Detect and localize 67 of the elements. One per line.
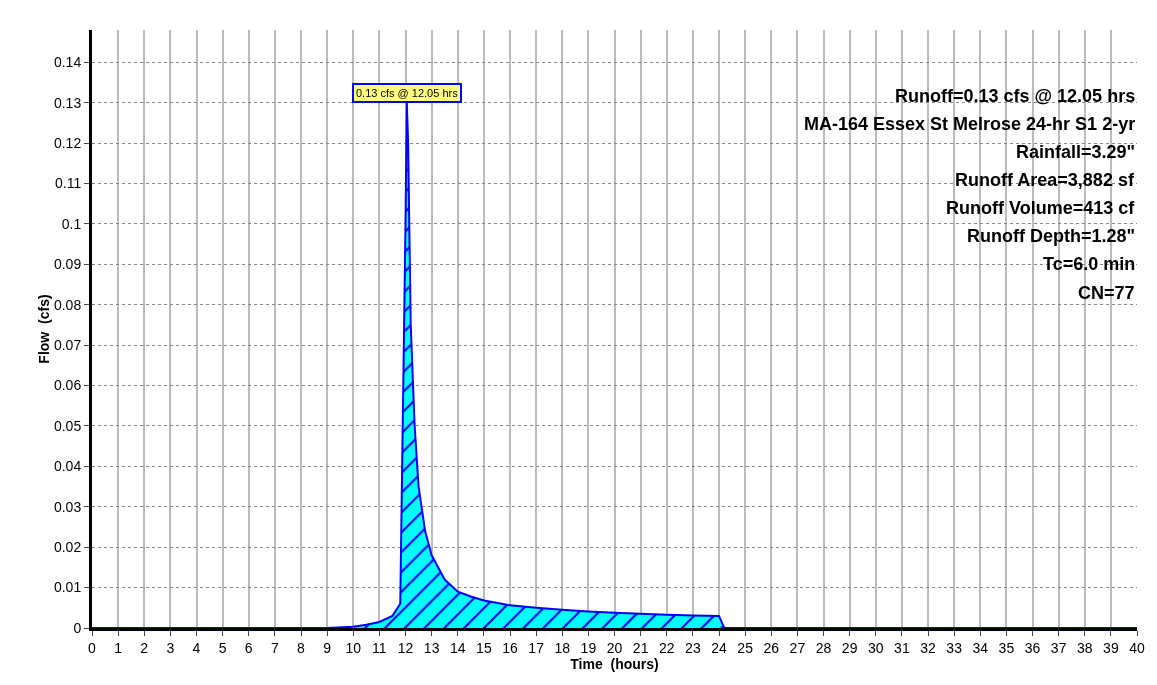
x-tick-label: 28: [815, 639, 832, 656]
y-tick-label: 0.13: [53, 94, 82, 111]
x-tick-label: 11: [372, 639, 387, 656]
y-tick-label: 0.11: [54, 175, 82, 192]
x-tick-label: 21: [632, 639, 649, 656]
x-tick-label: 36: [1024, 639, 1041, 656]
y-tick-label: 0.03: [53, 498, 82, 515]
y-tick-label: 0.06: [53, 377, 82, 394]
annotation: 0.13 cfs @ 12.05 hrs: [356, 87, 459, 99]
x-tick-label: 19: [580, 639, 597, 656]
x-axis-title: Time (hours): [570, 655, 659, 672]
y-tick-label: 0.04: [53, 458, 82, 475]
x-tick-label: 29: [841, 639, 858, 656]
x-tick-label: 31: [894, 639, 910, 656]
x-tick-label: 22: [658, 639, 675, 656]
x-tick-label: 40: [1129, 639, 1145, 656]
y-tick-label: 0.02: [53, 539, 82, 556]
x-tick-label: 39: [1103, 639, 1119, 656]
y-tick-label: 0.09: [53, 256, 82, 273]
x-tick-label: 27: [789, 639, 806, 656]
annotation: CN=77: [1078, 283, 1135, 303]
x-tick-label: 38: [1076, 639, 1093, 656]
x-tick-label: 10: [345, 639, 362, 656]
x-tick-label: 7: [270, 639, 279, 656]
x-tick-label: 3: [166, 639, 175, 656]
x-tick-label: 23: [685, 639, 701, 656]
x-tick-label: 4: [192, 639, 201, 656]
x-tick-label: 32: [920, 639, 936, 656]
annotation: Runoff Area=3,882 sf: [955, 170, 1135, 190]
annotation: Tc=6.0 min: [1043, 254, 1136, 274]
annotation: Runoff Volume=413 cf: [946, 198, 1136, 218]
x-tick-label: 30: [867, 639, 884, 656]
y-tick-label: 0.01: [53, 579, 82, 596]
y-tick-label: 0: [73, 619, 82, 636]
y-tick-label: 0.12: [53, 135, 82, 152]
x-tick-label: 26: [763, 639, 780, 656]
x-tick-label: 37: [1050, 639, 1067, 656]
annotation: Runoff Depth=1.28": [967, 226, 1136, 246]
x-tick-label: 17: [528, 639, 545, 656]
x-tick-label: 12: [397, 639, 414, 656]
x-tick-label: 34: [972, 639, 989, 656]
x-tick-label: 1: [114, 639, 123, 656]
x-tick-label: 5: [218, 639, 227, 656]
annotation: Rainfall=3.29": [1016, 142, 1136, 162]
x-tick-label: 33: [946, 639, 963, 656]
y-tick-label: 0.08: [53, 296, 82, 313]
y-tick-label: 0.14: [53, 54, 82, 71]
x-tick-label: 14: [449, 639, 466, 656]
x-tick-label: 9: [323, 639, 332, 656]
x-tick-label: 2: [140, 639, 149, 656]
x-tick-label: 18: [554, 639, 571, 656]
y-axis-title: Flow (cfs): [35, 294, 52, 364]
x-tick-label: 25: [737, 639, 754, 656]
x-tick-label: 35: [998, 639, 1015, 656]
x-tick-label: 15: [476, 639, 492, 656]
x-tick-label: 24: [711, 639, 727, 656]
annotation: Runoff=0.13 cfs @ 12.05 hrs: [895, 86, 1136, 106]
x-tick-label: 13: [423, 639, 440, 656]
annotation: MA-164 Essex St Melrose 24-hr S1 2-yr: [804, 114, 1136, 134]
y-tick-label: 0.05: [53, 417, 82, 434]
x-tick-label: 16: [502, 639, 518, 656]
x-tick-label: 0: [88, 639, 97, 656]
y-tick-label: 0.07: [53, 337, 82, 354]
x-tick-label: 6: [244, 639, 253, 656]
y-tick-label: 0.1: [61, 215, 82, 232]
x-tick-label: 8: [297, 639, 306, 656]
x-tick-label: 20: [606, 639, 623, 656]
